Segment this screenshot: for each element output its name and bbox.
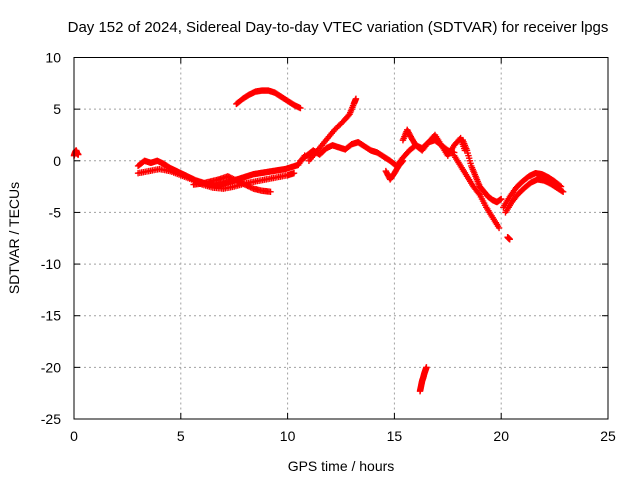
series-seg-drop: [382, 157, 407, 183]
x-tick-label: 15: [387, 428, 403, 444]
series-seg-arc: [233, 87, 304, 112]
x-tick-label: 20: [493, 428, 509, 444]
y-tick-label: 0: [53, 153, 61, 169]
data-point: [495, 224, 503, 232]
series-seg-main-low-b: [134, 165, 298, 192]
series-seg-decline: [451, 152, 503, 232]
y-tick-label: -10: [41, 256, 61, 272]
y-tick-label: -5: [49, 204, 62, 220]
data-point: [399, 158, 406, 165]
series-seg-decline-b: [459, 136, 505, 206]
series-seg-rise: [305, 95, 360, 164]
series-seg-mid: [297, 136, 458, 170]
series-seg-upper-right-b: [502, 176, 567, 216]
y-axis-label: SDTVAR / TECUs: [6, 182, 22, 294]
data-point: [267, 188, 274, 195]
series-seg-isolated: [504, 234, 513, 243]
chart-title: Day 152 of 2024, Sidereal Day-to-day VTE…: [68, 19, 609, 36]
chart-grid: [74, 57, 608, 419]
x-tick-label: 5: [177, 428, 185, 444]
y-tick-label: -25: [41, 411, 61, 427]
x-tick-label: 0: [70, 428, 78, 444]
data-point: [290, 169, 298, 177]
data-point: [506, 236, 513, 243]
x-tick-label: 10: [280, 428, 296, 444]
chart-ticks: 0 5 10 15 20 25 10 5 0 -5 -10 -15 -20 -25: [41, 50, 616, 445]
x-axis-label: GPS time / hours: [288, 458, 395, 474]
chart-marks: [70, 87, 567, 395]
data-point: [475, 190, 482, 197]
y-tick-label: -20: [41, 359, 61, 375]
series-seg-branch: [190, 173, 274, 195]
data-point: [297, 104, 304, 112]
y-tick-label: 10: [45, 50, 61, 66]
series-seg-early: [70, 147, 82, 159]
x-tick-label: 25: [600, 428, 616, 444]
plot-frame: [73, 57, 609, 420]
data-point: [423, 364, 430, 371]
data-point: [498, 195, 505, 203]
data-point: [75, 151, 82, 158]
series-seg-outlier: [416, 364, 430, 395]
y-tick-label: -15: [41, 308, 61, 324]
series-seg-upper-right: [500, 169, 565, 211]
data-point: [352, 95, 360, 103]
y-tick-label: 5: [53, 101, 61, 117]
data-point: [559, 188, 567, 195]
data-point: [399, 157, 407, 164]
